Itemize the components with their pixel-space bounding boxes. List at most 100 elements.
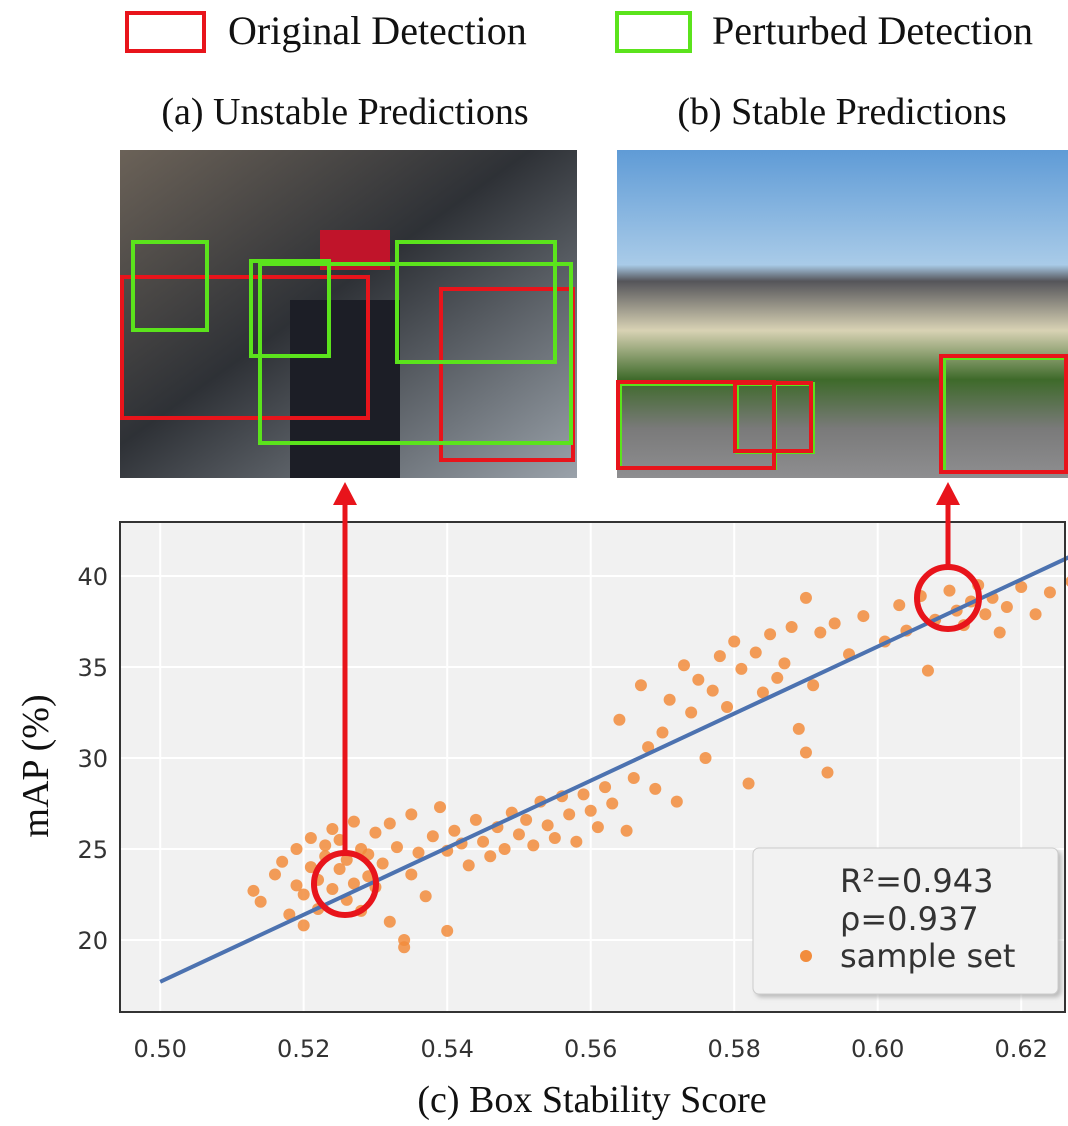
point xyxy=(1044,586,1056,598)
x-tick-label: 0.54 xyxy=(420,1035,473,1063)
panel-title: (a) Unstable Predictions xyxy=(161,91,528,133)
y-axis-label: mAP (%) xyxy=(15,694,57,837)
panel-title: (b) Stable Predictions xyxy=(677,91,1006,133)
point xyxy=(606,797,618,809)
x-tick-label: 0.52 xyxy=(277,1035,330,1063)
point xyxy=(692,674,704,686)
point xyxy=(412,847,424,859)
point xyxy=(578,788,590,800)
point xyxy=(700,752,712,764)
x-tick-label: 0.62 xyxy=(995,1035,1048,1063)
point xyxy=(728,636,740,648)
point xyxy=(1030,608,1042,620)
point xyxy=(247,885,259,897)
point xyxy=(563,808,575,820)
point xyxy=(527,839,539,851)
x-tick-label: 0.60 xyxy=(851,1035,904,1063)
legend: R²=0.943 ρ=0.937 sample set xyxy=(753,848,1058,994)
point xyxy=(542,819,554,831)
point xyxy=(664,694,676,706)
point xyxy=(585,805,597,817)
point xyxy=(326,823,338,835)
point xyxy=(427,830,439,842)
point xyxy=(434,801,446,813)
point xyxy=(420,890,432,902)
y-tick-label: 40 xyxy=(77,563,108,591)
point xyxy=(893,599,905,611)
point xyxy=(599,781,611,793)
point xyxy=(821,767,833,779)
point xyxy=(499,843,511,855)
legend-marker xyxy=(800,950,812,962)
x-tick-label: 0.58 xyxy=(707,1035,760,1063)
point xyxy=(800,747,812,759)
point xyxy=(994,626,1006,638)
point xyxy=(463,859,475,871)
point xyxy=(743,777,755,789)
legend-swatch-original xyxy=(127,13,204,51)
point xyxy=(628,772,640,784)
point xyxy=(800,592,812,604)
point xyxy=(305,832,317,844)
legend-swatch-perturbed xyxy=(617,13,690,51)
point xyxy=(656,727,668,739)
point xyxy=(513,828,525,840)
x-tick-label: 0.56 xyxy=(564,1035,617,1063)
point xyxy=(298,919,310,931)
point xyxy=(255,896,267,908)
point xyxy=(570,836,582,848)
point xyxy=(678,659,690,671)
point xyxy=(943,585,955,597)
y-tick-label: 30 xyxy=(77,745,108,773)
point xyxy=(671,796,683,808)
x-axis-label: (c) Box Stability Score xyxy=(417,1079,766,1121)
point xyxy=(721,701,733,713)
point xyxy=(298,888,310,900)
point xyxy=(319,839,331,851)
annotation: ρ=0.937 xyxy=(840,900,979,938)
point xyxy=(922,665,934,677)
photo-stable xyxy=(617,150,1068,478)
point xyxy=(520,814,532,826)
point xyxy=(477,836,489,848)
figure: Original Detection Perturbed Detection (… xyxy=(0,0,1068,1126)
point xyxy=(707,685,719,697)
point xyxy=(348,816,360,828)
point xyxy=(979,608,991,620)
point xyxy=(714,650,726,662)
point xyxy=(484,850,496,862)
point xyxy=(685,707,697,719)
legend-original: Original Detection xyxy=(228,8,527,53)
point xyxy=(649,783,661,795)
photo-detail xyxy=(290,300,400,478)
point xyxy=(441,925,453,937)
page: Original Detection Perturbed Detection (… xyxy=(0,0,1068,1126)
point xyxy=(778,657,790,669)
point xyxy=(807,679,819,691)
legend-label: sample set xyxy=(840,937,1015,975)
point xyxy=(470,814,482,826)
point xyxy=(369,827,381,839)
point xyxy=(405,868,417,880)
point xyxy=(613,714,625,726)
annotation: R²=0.943 xyxy=(840,862,993,900)
x-tick-label: 0.50 xyxy=(133,1035,186,1063)
point xyxy=(786,621,798,633)
point xyxy=(291,843,303,855)
point xyxy=(384,817,396,829)
point xyxy=(829,617,841,629)
point xyxy=(793,723,805,735)
point xyxy=(276,856,288,868)
y-tick-label: 35 xyxy=(77,654,108,682)
point xyxy=(857,610,869,622)
legend-perturbed: Perturbed Detection xyxy=(712,8,1033,53)
point xyxy=(592,821,604,833)
point xyxy=(735,663,747,675)
point xyxy=(448,825,460,837)
point xyxy=(621,825,633,837)
y-tick-label: 20 xyxy=(77,927,108,955)
point xyxy=(384,916,396,928)
point xyxy=(814,626,826,638)
point xyxy=(398,941,410,953)
point xyxy=(326,883,338,895)
